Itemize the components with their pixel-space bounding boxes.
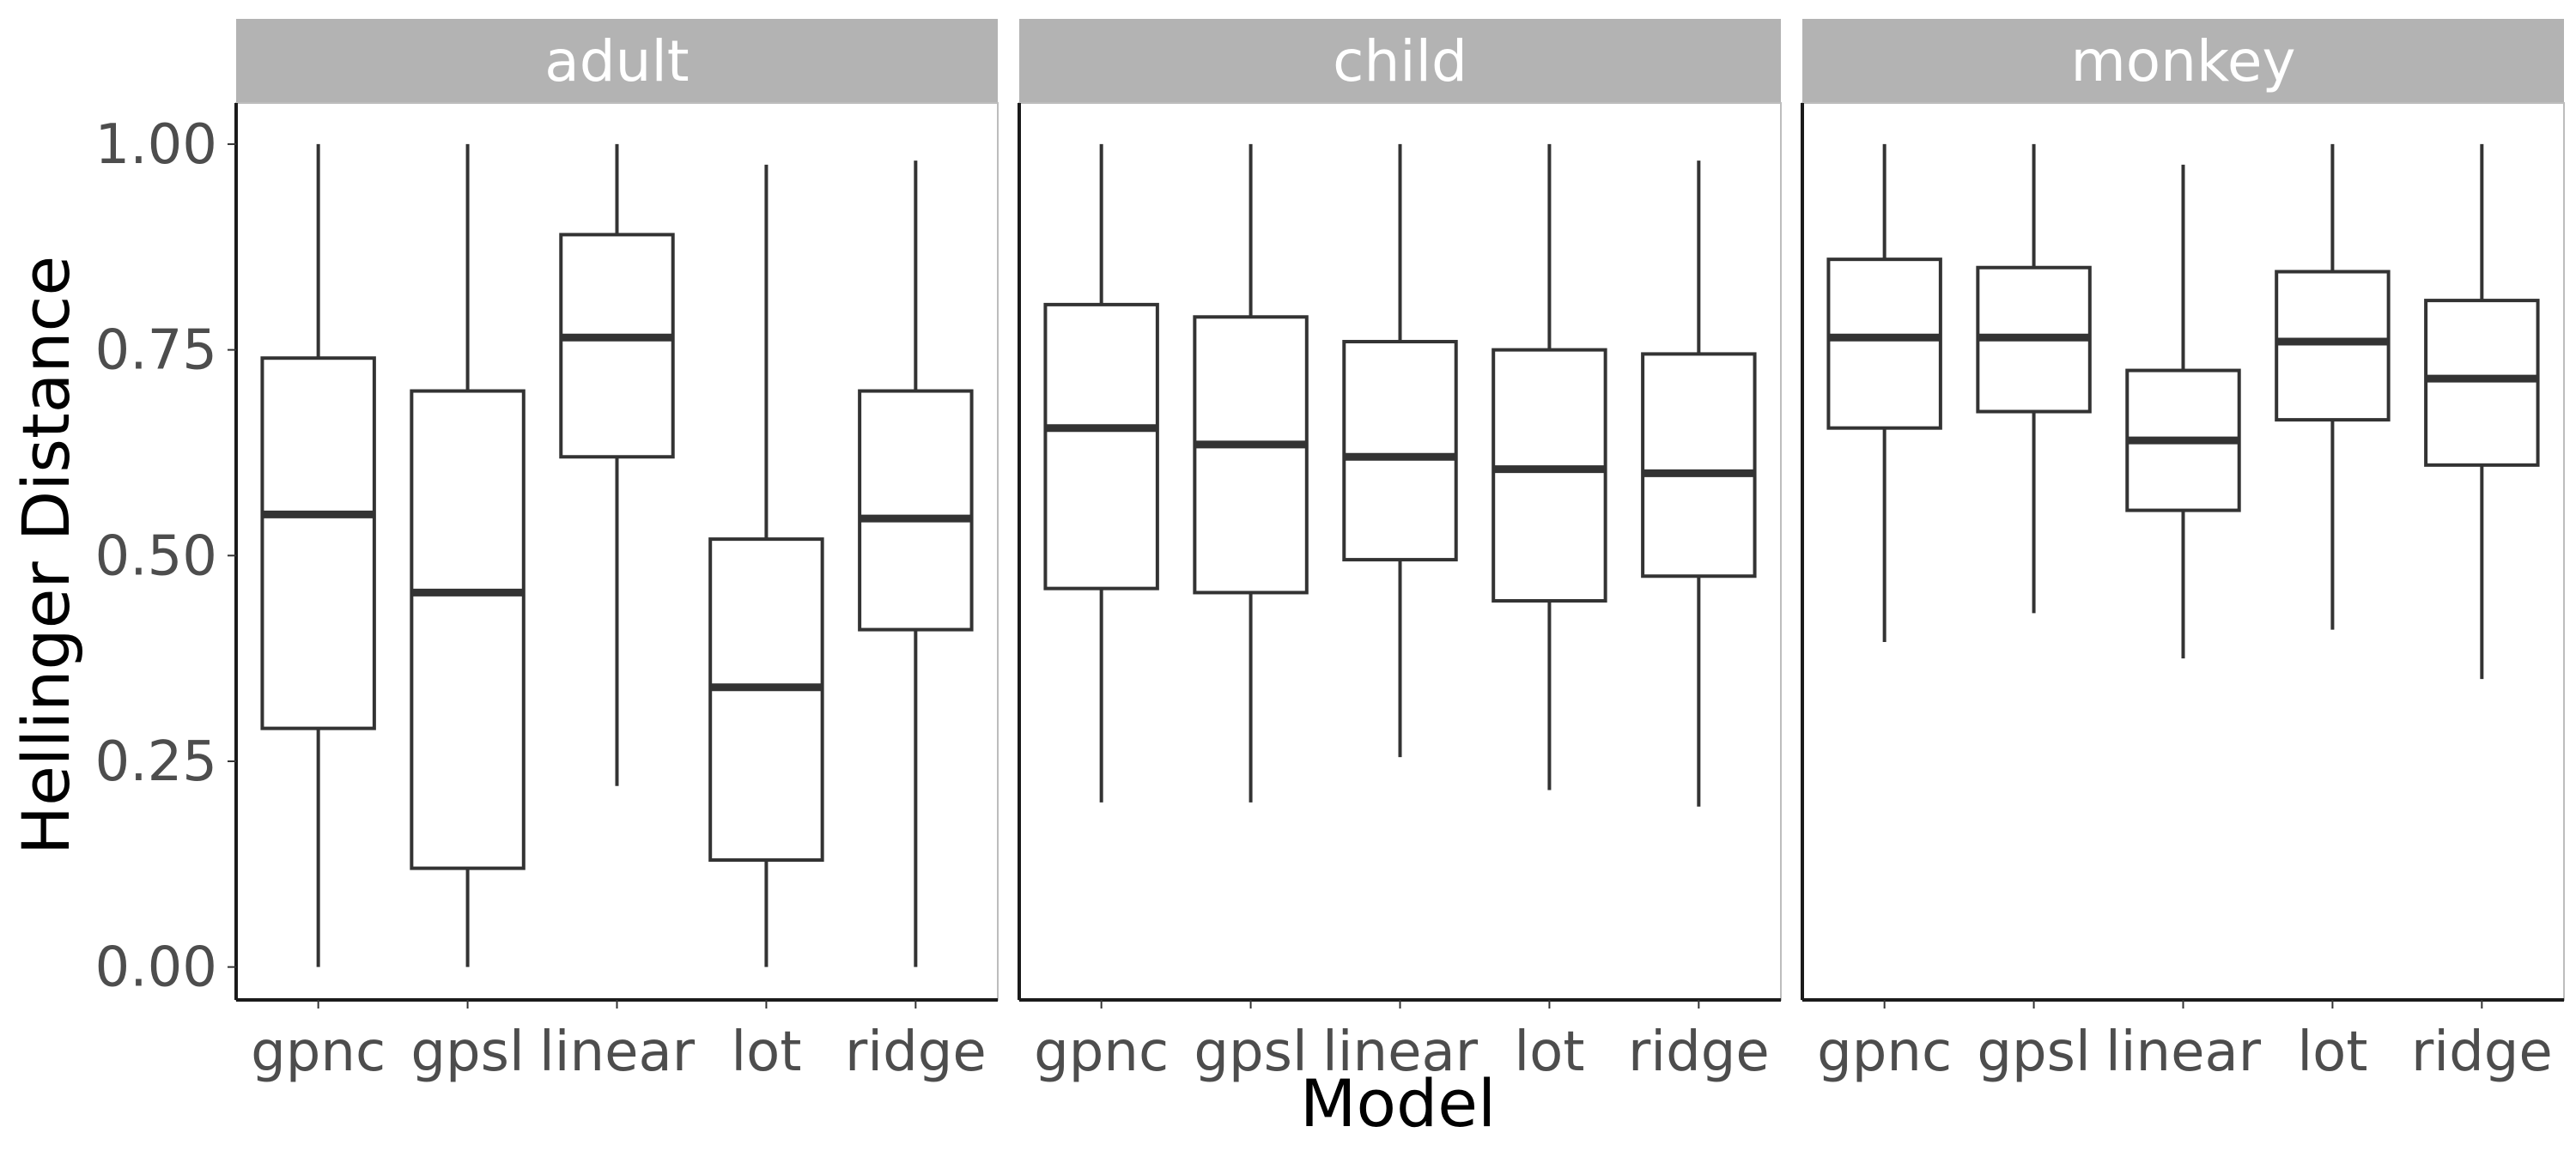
box-lot bbox=[708, 537, 824, 863]
y-axis-title: Hellinger Distance bbox=[8, 256, 84, 855]
box-gpnc bbox=[260, 356, 376, 730]
facet-strip-label: monkey bbox=[2070, 28, 2295, 94]
y-tick-label: 0.00 bbox=[95, 936, 218, 1000]
x-tick-label: gpnc bbox=[251, 1021, 386, 1084]
x-tick-label: lot bbox=[1514, 1021, 1584, 1084]
panel-child: child gpnc gpsl linear lot ridge bbox=[1018, 19, 1782, 1084]
box-ridge bbox=[2424, 299, 2540, 467]
x-tick-label: ridge bbox=[2411, 1021, 2553, 1084]
box-lot bbox=[2275, 270, 2391, 422]
box-lot bbox=[1492, 348, 1607, 603]
x-tick-label: gpsl bbox=[1194, 1021, 1307, 1084]
y-tick-label: 0.50 bbox=[95, 524, 218, 588]
box-gpnc bbox=[1826, 257, 1942, 430]
x-tick-label: linear bbox=[2105, 1021, 2262, 1084]
x-axis-title: Model bbox=[1300, 1065, 1496, 1142]
y-tick-label: 0.25 bbox=[95, 730, 218, 794]
x-tick-label: gpsl bbox=[410, 1021, 524, 1084]
x-tick-label: linear bbox=[539, 1021, 696, 1084]
facet-strip-label: child bbox=[1333, 28, 1467, 94]
box-ridge bbox=[858, 389, 974, 632]
box-linear bbox=[559, 233, 675, 459]
facet-strip bbox=[1019, 19, 1781, 103]
box-gpsl bbox=[410, 389, 526, 870]
y-tick-label: 1.00 bbox=[95, 113, 218, 177]
x-tick-label: linear bbox=[1322, 1021, 1479, 1084]
x-tick-label: gpsl bbox=[1977, 1021, 2090, 1084]
panel-adult: adult gpnc gpsl linear lot ridge bbox=[234, 19, 999, 1084]
x-tick-label: ridge bbox=[1628, 1021, 1770, 1084]
x-tick-label: lot bbox=[2297, 1021, 2367, 1084]
facet-strip bbox=[236, 19, 998, 103]
box-gpnc bbox=[1043, 302, 1159, 591]
box-gpsl bbox=[1193, 315, 1309, 595]
facet-strip-label: adult bbox=[544, 28, 689, 94]
x-tick-label: gpnc bbox=[1817, 1021, 1952, 1084]
panel-monkey: monkey gpnc gpsl linear lot ridge bbox=[1801, 19, 2565, 1084]
y-axis: 0.00 0.25 0.50 0.75 1.00 bbox=[95, 113, 236, 1000]
y-tick-label: 0.75 bbox=[95, 319, 218, 383]
x-tick-label: ridge bbox=[845, 1021, 987, 1084]
box-ridge bbox=[1641, 352, 1757, 578]
x-tick-label: lot bbox=[731, 1021, 801, 1084]
box-linear bbox=[1342, 340, 1458, 562]
x-tick-label: gpnc bbox=[1034, 1021, 1169, 1084]
facet-strip bbox=[1802, 19, 2564, 103]
